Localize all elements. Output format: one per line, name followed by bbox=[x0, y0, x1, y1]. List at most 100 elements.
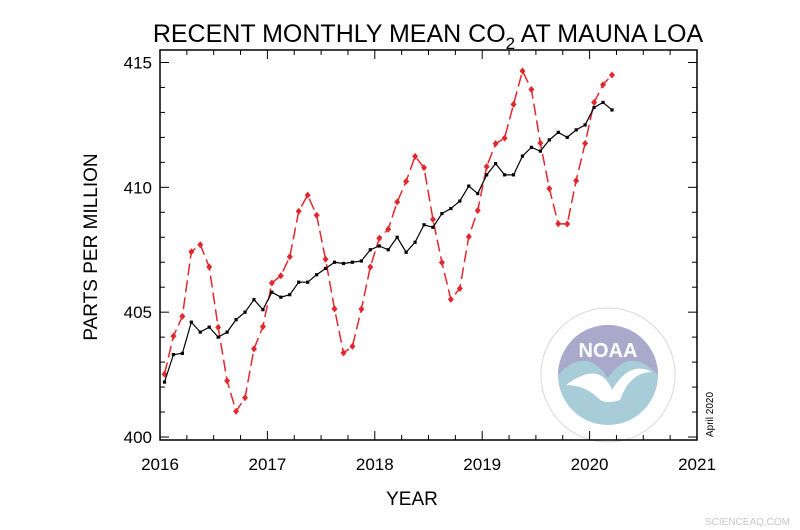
trend-point bbox=[368, 248, 372, 252]
x-tick-label: 2016 bbox=[141, 455, 179, 474]
trend-point bbox=[520, 154, 525, 158]
monthly-mean-point bbox=[349, 342, 356, 350]
trend-point bbox=[225, 330, 229, 334]
trend-point bbox=[413, 240, 417, 244]
monthly-mean-point bbox=[206, 263, 213, 271]
monthly-mean-point bbox=[250, 345, 257, 353]
trend-point bbox=[252, 298, 256, 302]
trend-point bbox=[270, 290, 274, 294]
monthly-mean-point bbox=[295, 207, 302, 215]
watermark: SCIENCEAQ.COM bbox=[705, 517, 790, 528]
trend-point bbox=[547, 138, 551, 142]
x-tick-label: 2021 bbox=[678, 455, 716, 474]
y-tick-label: 400 bbox=[124, 428, 152, 447]
trend-point bbox=[574, 128, 578, 132]
monthly-mean-point bbox=[313, 211, 320, 219]
trend-line bbox=[163, 101, 613, 383]
trend-point bbox=[494, 162, 498, 166]
y-tick-label: 405 bbox=[124, 303, 152, 322]
trend-point bbox=[467, 184, 471, 188]
monthly-mean-point bbox=[394, 198, 401, 206]
chart-title: RECENT MONTHLY MEAN CO2 AT MAUNA LOA bbox=[153, 20, 704, 53]
monthly-mean-point bbox=[537, 139, 544, 147]
monthly-mean-point bbox=[170, 332, 177, 340]
monthly-mean-point bbox=[447, 295, 454, 303]
monthly-mean-point bbox=[376, 234, 383, 242]
trend-point bbox=[261, 308, 265, 312]
monthly-mean-point bbox=[367, 263, 374, 271]
monthly-mean-point bbox=[268, 279, 275, 287]
logo-text: NOAA bbox=[579, 340, 638, 362]
trend-point bbox=[395, 235, 399, 239]
monthly-mean-point bbox=[286, 253, 293, 261]
monthly-mean-point bbox=[224, 377, 231, 385]
monthly-mean-point bbox=[215, 323, 222, 331]
trend-point bbox=[556, 130, 560, 134]
monthly-mean-point bbox=[403, 177, 410, 185]
trend-point bbox=[583, 123, 587, 127]
monthly-mean-point bbox=[582, 139, 589, 147]
monthly-mean-point bbox=[608, 71, 615, 79]
trend-point bbox=[431, 225, 435, 229]
trend-point bbox=[207, 325, 211, 329]
x-axis-label: YEAR bbox=[386, 489, 438, 510]
monthly-mean-point bbox=[528, 85, 535, 93]
monthly-mean-point bbox=[340, 349, 347, 357]
trend-point bbox=[610, 108, 614, 112]
monthly-mean-point bbox=[233, 407, 240, 415]
noaa-logo: NOAA bbox=[540, 307, 676, 443]
x-tick-label: 2019 bbox=[463, 455, 501, 474]
trend-point bbox=[529, 145, 534, 149]
monthly-mean-point bbox=[304, 191, 311, 199]
y-tick-label: 415 bbox=[124, 53, 152, 72]
monthly-mean-point bbox=[259, 323, 266, 331]
trend-point bbox=[279, 295, 283, 299]
trend-point bbox=[162, 380, 167, 384]
monthly-mean-point bbox=[322, 255, 329, 263]
trend-point bbox=[386, 248, 390, 252]
trend-point bbox=[234, 318, 238, 322]
monthly-mean-point bbox=[510, 100, 517, 108]
x-tick-label: 2017 bbox=[248, 455, 286, 474]
trend-point bbox=[359, 259, 363, 263]
trend-point bbox=[404, 250, 408, 254]
trend-point bbox=[306, 280, 310, 284]
trend-point bbox=[243, 310, 247, 314]
trend-point bbox=[377, 244, 381, 248]
trend-point bbox=[511, 173, 516, 177]
date-annotation: April 2020 bbox=[705, 392, 716, 437]
monthly-mean-point bbox=[412, 152, 419, 160]
monthly-mean-point bbox=[591, 98, 598, 106]
trend-point bbox=[288, 293, 292, 297]
monthly-mean-point bbox=[179, 312, 186, 320]
trend-point bbox=[502, 173, 507, 177]
y-tick-label: 410 bbox=[124, 178, 152, 197]
monthly-mean-point bbox=[474, 207, 481, 215]
trend-point bbox=[485, 173, 489, 177]
trend-point bbox=[592, 105, 596, 110]
monthly-mean-point bbox=[456, 284, 463, 292]
monthly-mean-point bbox=[600, 81, 607, 89]
trend-point bbox=[297, 280, 301, 284]
monthly-mean-point bbox=[501, 134, 508, 142]
trend-point bbox=[458, 199, 462, 203]
x-tick-label: 2020 bbox=[571, 455, 609, 474]
trend-point bbox=[565, 135, 569, 139]
trend-point bbox=[180, 351, 184, 355]
trend-point bbox=[315, 273, 319, 277]
trend-point bbox=[198, 330, 202, 334]
monthly-mean-point bbox=[573, 177, 580, 185]
monthly-mean-point bbox=[385, 225, 392, 233]
monthly-mean-point bbox=[331, 305, 338, 313]
x-tick-label: 2018 bbox=[356, 455, 394, 474]
y-axis-label: PARTS PER MILLION bbox=[81, 153, 102, 340]
monthly-mean-point bbox=[492, 140, 499, 148]
trend-point bbox=[189, 320, 193, 324]
monthly-mean-point bbox=[197, 241, 204, 249]
monthly-mean-point bbox=[546, 185, 553, 193]
monthly-mean-point bbox=[564, 220, 571, 228]
trend-point bbox=[601, 100, 605, 105]
monthly-mean-point bbox=[188, 248, 195, 256]
trend-point bbox=[538, 149, 542, 153]
monthly-mean-point bbox=[277, 272, 284, 280]
